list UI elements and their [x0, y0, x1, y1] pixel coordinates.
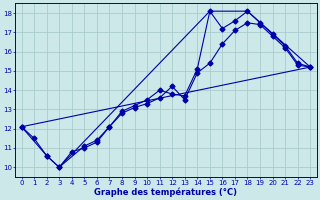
X-axis label: Graphe des températures (°C): Graphe des températures (°C) — [94, 187, 237, 197]
